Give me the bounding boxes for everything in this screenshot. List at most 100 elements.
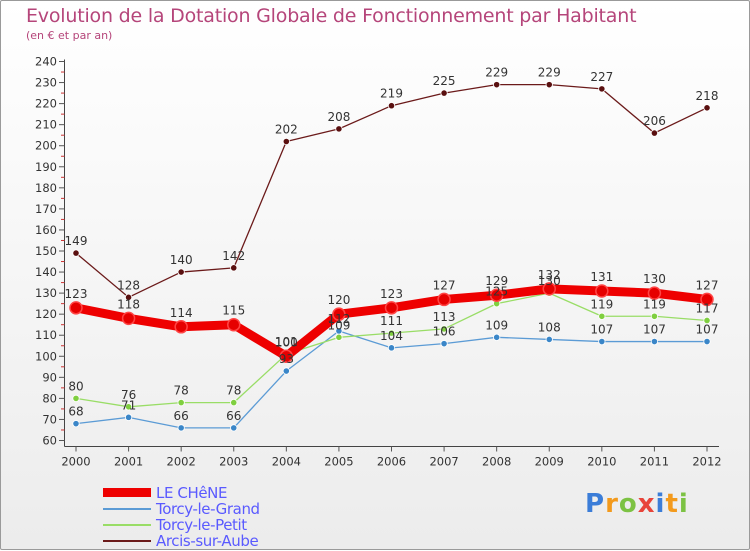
data-label: 227	[590, 70, 613, 84]
data-point	[124, 293, 133, 301]
legend-label-arcis-sur-aube: Arcis-sur-Aube	[156, 532, 259, 550]
data-point	[335, 333, 343, 341]
data-label: 127	[696, 278, 719, 292]
data-label: 109	[485, 318, 508, 332]
data-label: 113	[433, 310, 456, 324]
data-label: 117	[696, 301, 719, 315]
data-label: 123	[65, 287, 88, 301]
x-tick-label: 2006	[377, 455, 406, 469]
logo-letter: i	[655, 489, 666, 519]
data-point	[230, 264, 238, 272]
data-label: 142	[222, 249, 245, 263]
y-tick-label: 160	[35, 223, 57, 237]
data-label: 66	[226, 409, 241, 423]
legend-swatch-le-chene	[103, 488, 151, 497]
x-tick-label: 2012	[692, 455, 721, 469]
x-tick-label: 2009	[535, 455, 564, 469]
logo-letter: r	[605, 489, 619, 519]
legend-label-le-chene: LE CHêNE	[156, 484, 228, 502]
data-label: 100	[275, 335, 298, 349]
data-point	[595, 284, 609, 298]
x-tick-label: 2011	[640, 455, 669, 469]
data-label: 114	[170, 306, 193, 320]
data-label: 112	[327, 312, 350, 326]
data-point	[69, 301, 83, 315]
data-label: 206	[643, 114, 666, 128]
y-tick-label: 240	[35, 55, 57, 69]
data-point	[542, 282, 556, 296]
data-point	[387, 102, 396, 110]
legend-swatch-arcis-sur-aube	[103, 540, 151, 542]
x-tick-label: 2001	[114, 455, 143, 469]
data-label: 93	[279, 352, 294, 366]
data-label: 68	[68, 405, 83, 419]
x-tick-label: 2007	[429, 455, 458, 469]
data-label: 78	[174, 384, 189, 398]
data-point	[650, 129, 659, 137]
data-point	[72, 420, 80, 428]
data-label: 202	[275, 123, 298, 137]
data-point	[493, 81, 501, 89]
data-label: 80	[68, 379, 83, 393]
x-tick-label: 2010	[587, 455, 616, 469]
data-point	[335, 125, 343, 133]
y-tick-label: 120	[35, 307, 57, 321]
data-point	[72, 249, 80, 257]
legend-swatch-torcy-le-grand	[103, 508, 151, 510]
legend-label-torcy-le-petit: Torcy-le-Petit	[156, 516, 247, 534]
data-point	[227, 317, 241, 332]
data-point	[598, 337, 606, 346]
data-label: 140	[170, 253, 193, 267]
data-point	[174, 320, 188, 334]
data-label: 123	[380, 287, 403, 301]
axes: 60 70 80 90 100 110 120 130 140 150 160 170 180 190 20…	[35, 55, 722, 469]
y-tick-label: 170	[35, 202, 57, 216]
legend-swatch-torcy-le-petit	[103, 524, 151, 526]
legend-label-torcy-le-grand: Torcy-le-Grand	[156, 500, 260, 518]
data-label: 104	[380, 329, 403, 343]
data-label: 107	[696, 323, 719, 337]
data-label: 106	[433, 325, 456, 339]
data-point	[545, 81, 553, 89]
data-label: 119	[643, 297, 666, 311]
data-point	[124, 413, 133, 421]
data-label: 208	[327, 110, 350, 124]
data-point	[384, 301, 399, 315]
data-label: 109	[327, 318, 350, 332]
data-point	[177, 398, 185, 407]
logo-letter: t	[665, 489, 679, 519]
data-label: 225	[433, 74, 456, 88]
data-point	[647, 286, 662, 300]
data-point	[282, 367, 290, 375]
y-tick-label: 190	[35, 160, 57, 174]
data-point	[279, 349, 294, 364]
data-label: 219	[380, 87, 403, 101]
y-tick-label: 70	[42, 412, 57, 426]
data-label: 119	[590, 297, 613, 311]
data-label: 76	[121, 388, 136, 402]
data-label: 107	[590, 323, 613, 337]
data-point	[703, 337, 711, 346]
y-tick-label: 60	[42, 434, 57, 448]
data-label: 229	[485, 66, 508, 80]
x-tick-label: 2005	[324, 455, 353, 469]
y-tick-label: 110	[35, 328, 57, 342]
data-point	[545, 335, 553, 344]
y-tick-label: 100	[35, 349, 57, 363]
x-tick-label: 2002	[167, 455, 196, 469]
y-tick-label: 80	[42, 391, 57, 405]
y-tick-label: 230	[35, 76, 57, 90]
data-point	[489, 288, 504, 302]
series-points	[69, 81, 714, 432]
logo-letter: x	[637, 489, 656, 519]
data-labels: 123 118 114 115 100 120 123 127 129 132 131 130 127 6…	[65, 66, 719, 423]
data-label: 66	[174, 409, 189, 423]
logo-letter: i	[678, 489, 689, 519]
data-label: 125	[485, 285, 508, 299]
data-label: 111	[380, 314, 403, 328]
y-tick-label: 180	[35, 181, 57, 195]
data-point	[440, 89, 448, 97]
data-label: 115	[222, 304, 245, 318]
